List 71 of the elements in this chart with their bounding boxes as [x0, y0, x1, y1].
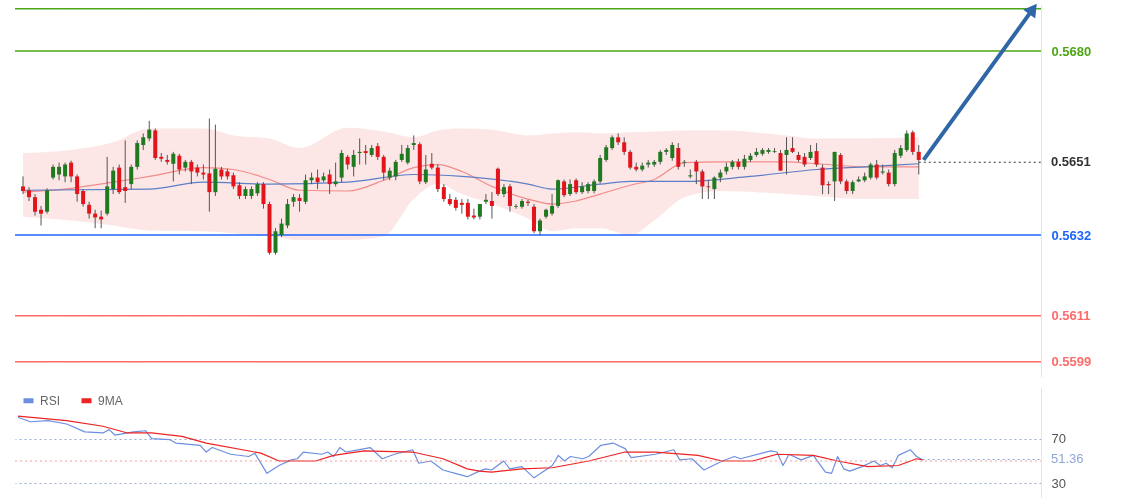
- candlestick: [550, 193, 555, 217]
- candlestick: [189, 159, 194, 185]
- candlestick: [333, 162, 338, 187]
- candlestick: [580, 181, 585, 195]
- candlestick: [423, 154, 428, 185]
- candlestick: [381, 154, 386, 181]
- candlestick: [465, 198, 470, 220]
- line-series: [22, 163, 920, 191]
- candlestick: [135, 139, 140, 171]
- candlestick: [598, 154, 603, 184]
- candlestick: [63, 162, 68, 183]
- candlestick: [453, 196, 458, 212]
- candlestick: [405, 144, 410, 166]
- candlestick: [676, 142, 681, 171]
- candlestick: [303, 174, 308, 205]
- candlestick: [916, 144, 921, 176]
- candlestick: [129, 164, 134, 190]
- candlestick: [213, 124, 218, 197]
- candlestick: [435, 164, 440, 193]
- candlestick: [393, 159, 398, 181]
- candlestick: [910, 129, 915, 156]
- candlestick: [778, 149, 783, 172]
- legend-label: RSI: [40, 393, 61, 408]
- candlestick: [363, 144, 368, 166]
- y-tick-label: 70: [1051, 431, 1066, 447]
- y-tick-label: 0.5680: [1051, 43, 1092, 59]
- candlestick: [814, 142, 819, 168]
- ref-line-label: 51.36: [1051, 451, 1084, 467]
- candlestick: [874, 159, 879, 180]
- candlestick: [273, 227, 278, 256]
- candlestick: [261, 181, 266, 210]
- candlestick: [285, 198, 290, 229]
- candlestick: [279, 218, 284, 238]
- candlestick: [700, 169, 705, 200]
- y-tick-label: 0.5611: [1051, 308, 1091, 324]
- candlestick: [784, 136, 789, 176]
- candlestick: [513, 203, 518, 210]
- candlestick: [483, 193, 488, 205]
- candlestick: [820, 164, 825, 195]
- candlestick: [27, 186, 32, 202]
- candlestick: [111, 166, 116, 195]
- candlestick: [123, 139, 128, 204]
- candlestick: [459, 198, 464, 215]
- candlestick: [507, 183, 512, 213]
- legend-label: 9MA: [98, 393, 123, 408]
- candlestick: [75, 174, 80, 203]
- y-tick-label: 0.5632: [1051, 227, 1092, 243]
- candlestick: [501, 183, 506, 198]
- y-tick-label: 0.5599: [1051, 354, 1092, 370]
- candlestick: [21, 175, 26, 195]
- candlestick: [628, 149, 633, 171]
- candlestick: [177, 153, 182, 176]
- candlestick: [45, 187, 50, 215]
- candlestick: [69, 160, 74, 183]
- candlestick: [706, 179, 711, 200]
- candlestick: [904, 129, 909, 153]
- candlestick: [327, 169, 332, 195]
- candlestick: [57, 162, 62, 181]
- candlestick: [207, 118, 212, 213]
- candlestick: [712, 175, 717, 200]
- candlestick: [171, 151, 176, 182]
- candlestick: [351, 149, 356, 177]
- candlestick: [147, 120, 152, 142]
- candlestick: [670, 141, 675, 162]
- candlestick: [33, 193, 38, 217]
- candlestick: [694, 159, 699, 185]
- y-tick-label: 30: [1051, 475, 1066, 491]
- candlestick: [489, 191, 494, 220]
- ref-line-label: 0.5651: [1051, 154, 1091, 170]
- candlestick: [87, 201, 92, 220]
- candlestick: [39, 205, 44, 227]
